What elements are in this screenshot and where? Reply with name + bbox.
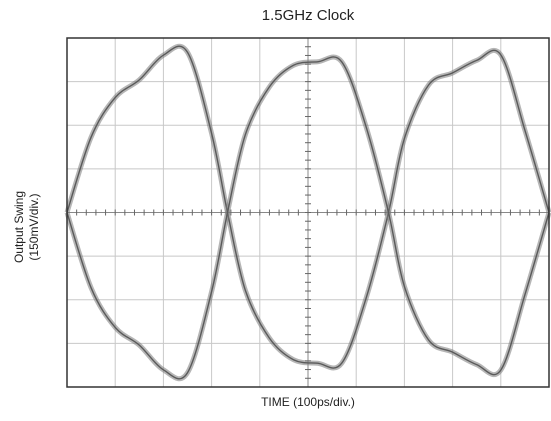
trace-line-1 (66, 45, 550, 369)
chart-title: 1.5GHz Clock (261, 7, 355, 24)
eye-traces (64, 43, 551, 382)
trace-line-2 (66, 56, 550, 380)
x-axis-label: TIME (100ps/div.) (261, 395, 355, 409)
plot-grid (67, 38, 549, 387)
plot-frame (66, 37, 550, 388)
